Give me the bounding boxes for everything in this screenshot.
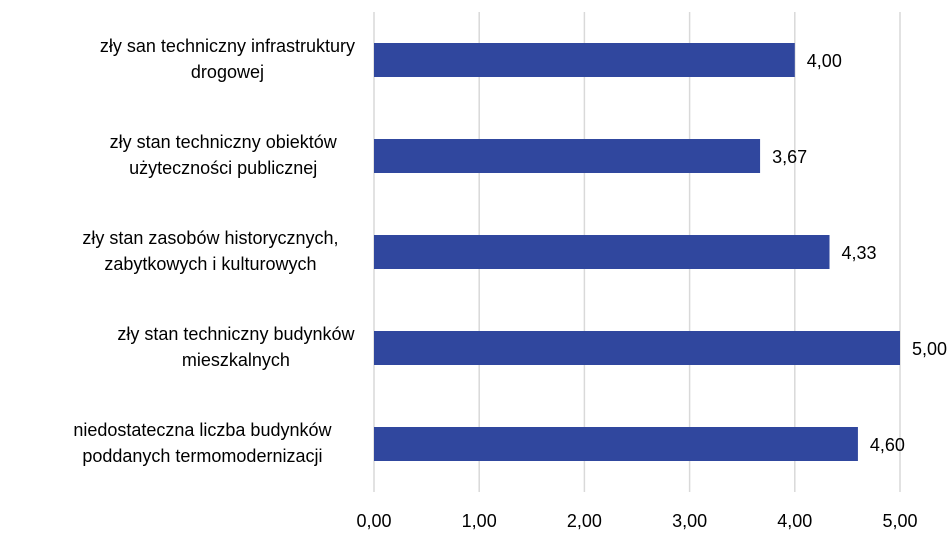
x-tick-label: 0,00 xyxy=(356,511,391,531)
label-line: poddanych termomodernizacji xyxy=(82,446,322,466)
x-tick-label: 5,00 xyxy=(882,511,917,531)
data-label: 4,60 xyxy=(870,435,905,455)
bar xyxy=(374,43,795,77)
bar xyxy=(374,139,761,173)
label-line: zły san techniczny infrastruktury xyxy=(100,36,355,56)
label-line: zły stan techniczny obiektów xyxy=(110,132,338,152)
x-tick-label: 2,00 xyxy=(567,511,602,531)
bar xyxy=(374,427,858,461)
bar xyxy=(374,331,900,365)
y-tick-label: zły stan zasobów historycznych, zabytkowy… xyxy=(82,228,338,274)
x-tick-label: 4,00 xyxy=(777,511,812,531)
data-label: 4,33 xyxy=(842,243,877,263)
data-label: 3,67 xyxy=(772,147,807,167)
x-tick-label: 1,00 xyxy=(462,511,497,531)
y-tick-label: zły san techniczny infrastruktury drogowe… xyxy=(100,36,355,82)
y-tick-label: niedostateczna liczba budynków poddanych … xyxy=(73,420,332,466)
x-tick-label: 3,00 xyxy=(672,511,707,531)
label-line: mieszkalnych xyxy=(182,350,290,370)
y-tick-label: zły stan techniczny obiektów użyteczności… xyxy=(110,132,338,178)
label-line: niedostateczna liczba budynków xyxy=(73,420,332,440)
bar xyxy=(374,235,830,269)
label-line: użyteczności publicznej xyxy=(129,158,317,178)
data-label: 5,00 xyxy=(912,339,947,359)
data-label: 4,00 xyxy=(807,51,842,71)
y-tick-label: zły stan techniczny budynków mieszkalnych xyxy=(117,324,355,370)
label-line: zły stan techniczny budynków xyxy=(117,324,355,344)
label-line: zabytkowych i kulturowych xyxy=(104,254,316,274)
label-line: drogowej xyxy=(191,62,264,82)
label-line: zły stan zasobów historycznych, xyxy=(82,228,338,248)
